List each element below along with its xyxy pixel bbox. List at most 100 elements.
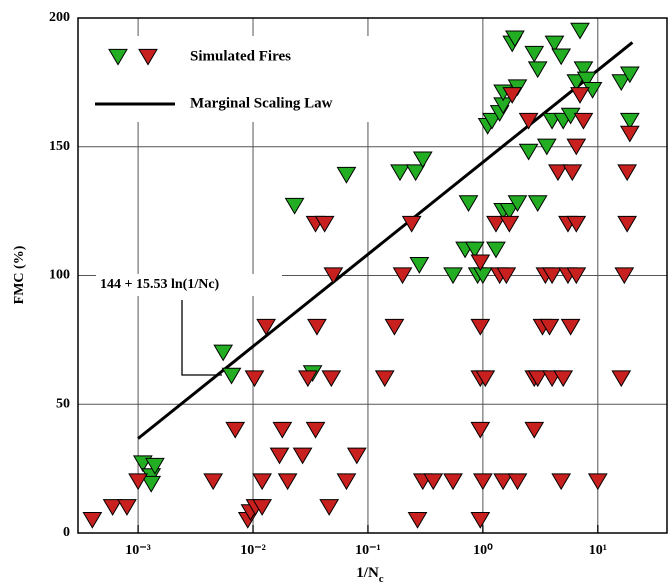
point xyxy=(475,370,496,388)
point xyxy=(269,447,290,465)
point xyxy=(252,473,272,491)
point xyxy=(401,215,422,233)
legend-marker xyxy=(138,48,158,66)
point xyxy=(536,138,557,156)
x-axis-label: 1/Nc xyxy=(356,565,384,583)
point xyxy=(619,112,640,130)
point xyxy=(573,112,594,130)
point xyxy=(82,511,103,529)
point xyxy=(551,473,572,491)
point xyxy=(507,473,528,491)
point xyxy=(611,74,632,92)
point xyxy=(570,22,590,40)
legend-marker xyxy=(108,48,128,66)
legend: Simulated Fires Marginal Scaling Law xyxy=(88,36,388,122)
point xyxy=(619,125,640,143)
point xyxy=(566,215,587,233)
y-tick-label: 50 xyxy=(56,396,70,411)
point xyxy=(128,473,148,491)
point xyxy=(470,511,491,529)
x-label-main: 1/N xyxy=(356,565,379,581)
point xyxy=(566,267,587,285)
point xyxy=(499,202,520,220)
point xyxy=(277,473,298,491)
point xyxy=(321,370,342,388)
x-tick-label: 10⁰ xyxy=(473,543,493,558)
x-tick-label: 10⁻¹ xyxy=(355,543,381,558)
point xyxy=(141,475,162,493)
fit-line xyxy=(137,41,634,440)
point xyxy=(102,499,123,516)
point xyxy=(117,499,137,516)
point xyxy=(225,421,246,439)
point xyxy=(551,48,572,66)
point xyxy=(502,87,523,104)
point xyxy=(544,35,565,53)
point xyxy=(145,457,165,475)
y-tick-label: 200 xyxy=(49,10,70,25)
point xyxy=(213,344,234,362)
point xyxy=(507,195,528,213)
point xyxy=(412,151,433,169)
point xyxy=(499,215,520,233)
point xyxy=(256,318,276,336)
point xyxy=(346,447,367,465)
x-label-sub: c xyxy=(379,573,384,583)
point xyxy=(458,195,479,213)
legend-label: Simulated Fires xyxy=(190,48,291,64)
point xyxy=(548,164,568,182)
point xyxy=(473,473,493,491)
point xyxy=(319,499,340,516)
point xyxy=(374,370,395,388)
point xyxy=(518,143,539,161)
point xyxy=(384,318,405,336)
point xyxy=(221,367,242,385)
marks xyxy=(82,22,640,529)
point xyxy=(392,267,413,285)
point xyxy=(486,241,506,259)
plot-frame xyxy=(77,17,668,534)
y-tick-label: 0 xyxy=(63,525,70,540)
point xyxy=(617,215,638,233)
point xyxy=(560,318,581,336)
point xyxy=(619,66,640,84)
x-tick-label: 10⁻³ xyxy=(125,543,151,558)
point xyxy=(560,107,581,125)
x-tick-label: 10¹ xyxy=(589,543,607,558)
point xyxy=(336,166,357,184)
point xyxy=(305,421,326,439)
point xyxy=(464,241,485,259)
point xyxy=(566,138,587,156)
point xyxy=(470,421,491,439)
point xyxy=(482,112,502,130)
point xyxy=(284,197,305,215)
legend-bg xyxy=(88,36,388,122)
point xyxy=(587,473,608,491)
point xyxy=(297,370,318,388)
point xyxy=(470,318,491,336)
point xyxy=(524,421,545,439)
point xyxy=(244,370,265,388)
y-axis-label: FMC (%) xyxy=(12,245,27,304)
x-tick-label: 10⁻² xyxy=(240,543,266,558)
point xyxy=(470,254,491,272)
point xyxy=(617,164,638,182)
point xyxy=(486,215,506,233)
point xyxy=(407,511,428,529)
point xyxy=(524,45,545,63)
point xyxy=(473,267,493,285)
legend-label: Marginal Scaling Law xyxy=(190,95,333,111)
point xyxy=(390,164,410,182)
point xyxy=(292,447,313,465)
point xyxy=(336,473,357,491)
point xyxy=(570,87,590,104)
point xyxy=(611,370,632,388)
point xyxy=(566,74,587,92)
point xyxy=(539,318,560,336)
point xyxy=(527,370,548,388)
point xyxy=(307,318,327,336)
point xyxy=(562,164,583,182)
point xyxy=(493,473,513,491)
annotation-bg xyxy=(96,274,282,296)
